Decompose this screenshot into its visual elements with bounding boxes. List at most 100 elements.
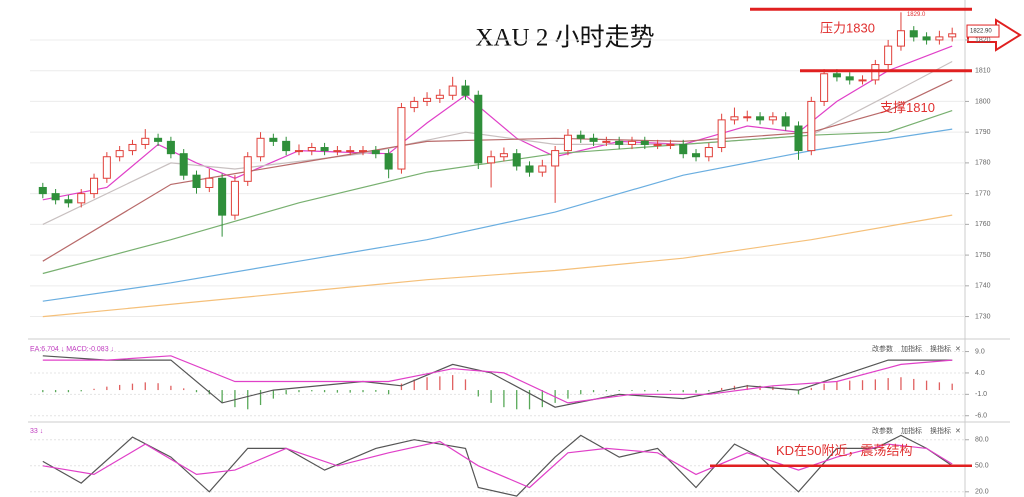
indicator-line xyxy=(42,214,953,318)
candle-body xyxy=(435,94,444,99)
candle-body xyxy=(640,140,649,145)
indicator-line xyxy=(42,355,953,408)
candle-body xyxy=(128,143,137,152)
candle-body xyxy=(102,156,111,179)
candle-body xyxy=(935,36,944,41)
indicator-line xyxy=(42,79,953,262)
candle-body xyxy=(832,73,841,78)
candle-body xyxy=(90,177,99,195)
y-tick-label: 80.0 xyxy=(975,437,989,444)
indicator-line xyxy=(42,60,953,225)
candle-body xyxy=(358,150,368,153)
candle-body xyxy=(397,107,406,170)
candle-body xyxy=(756,116,765,121)
candle-body xyxy=(64,199,73,204)
candle-body xyxy=(627,140,637,145)
candle-body xyxy=(525,165,534,173)
candle-body xyxy=(858,79,867,82)
y-tick-label: 1800 xyxy=(975,98,991,105)
candle-body xyxy=(871,64,880,81)
y-tick-label: 1810 xyxy=(975,68,991,75)
candle-body xyxy=(154,137,163,142)
y-tick-label: 50.0 xyxy=(975,463,989,470)
candle-body xyxy=(384,153,393,170)
candle-body xyxy=(461,85,470,96)
candle-body xyxy=(615,140,624,145)
candle-body xyxy=(38,186,47,195)
candle-body xyxy=(51,193,60,201)
indicator-button[interactable]: 加指标 xyxy=(901,426,922,435)
candle-body xyxy=(423,97,432,102)
y-tick-label: 4.0 xyxy=(975,370,985,377)
level-label: 支撑1810 xyxy=(880,100,935,115)
y-tick-label: -1.0 xyxy=(975,391,987,398)
indicator-button[interactable]: ✕ xyxy=(955,346,961,353)
candle-body xyxy=(948,33,957,38)
candle-body xyxy=(807,100,816,152)
candle-body xyxy=(602,140,611,143)
indicator-button[interactable]: 改参数 xyxy=(872,344,893,353)
candle-body xyxy=(294,150,303,153)
candle-body xyxy=(218,177,227,216)
candle-body xyxy=(563,134,572,152)
indicator-button[interactable]: 换指标 xyxy=(930,426,951,435)
candle-body xyxy=(410,100,419,109)
candle-body xyxy=(717,119,726,149)
candle-body xyxy=(448,85,457,96)
y-tick-label: 1760 xyxy=(975,221,991,228)
candle-body xyxy=(551,150,560,167)
candle-body xyxy=(820,73,829,102)
candle-body xyxy=(256,137,265,158)
candle-body xyxy=(589,137,598,142)
candle-body xyxy=(192,174,201,188)
indicator-line xyxy=(42,440,953,489)
y-tick-label: -6.0 xyxy=(975,413,987,420)
candle-body xyxy=(282,140,291,152)
candle-body xyxy=(230,180,239,216)
last-price-box xyxy=(966,24,1000,38)
candle-body xyxy=(768,116,777,121)
candle-body xyxy=(243,156,252,182)
candle-body xyxy=(692,153,701,158)
candle-body xyxy=(538,165,547,173)
indicator-button[interactable]: 改参数 xyxy=(872,426,893,435)
candle-body xyxy=(320,147,329,152)
candle-body xyxy=(346,150,355,153)
indicator-button[interactable]: 加指标 xyxy=(901,344,922,353)
candle-body xyxy=(166,140,175,155)
candle-body xyxy=(730,116,739,121)
candle-body xyxy=(499,153,508,158)
candle-body xyxy=(77,193,86,204)
y-tick-label: 1820 xyxy=(975,37,991,44)
peak-label: 1829.0 xyxy=(907,12,926,18)
candle-body xyxy=(794,125,803,152)
chart-title: XAU 2 小时走势 xyxy=(475,24,654,52)
y-tick-label: 20.0 xyxy=(975,489,989,496)
candle-body xyxy=(704,147,713,158)
candle-body xyxy=(205,177,214,188)
indicator-line xyxy=(42,45,953,201)
level-label: KD在50附近，震荡结构 xyxy=(776,443,913,458)
candle-body xyxy=(141,137,150,145)
level-label: 压力1830 xyxy=(820,21,875,36)
candle-body xyxy=(845,76,854,81)
candle-body xyxy=(653,143,662,146)
candle-body xyxy=(743,116,752,119)
y-tick-label: 9.0 xyxy=(975,348,985,355)
y-tick-label: 1730 xyxy=(975,313,991,320)
candle-body xyxy=(512,153,521,167)
indicator-button[interactable]: ✕ xyxy=(955,428,961,435)
indicator-header: EA:6.704 ↓ MACD:-0.083 ↓ xyxy=(30,346,114,353)
candle-body xyxy=(371,150,380,155)
candle-body xyxy=(307,147,316,152)
candle-body xyxy=(679,143,688,155)
candle-body xyxy=(269,137,278,142)
candle-body xyxy=(179,153,188,176)
indicator-line xyxy=(42,355,953,404)
last-price: 1822.90 xyxy=(970,29,992,35)
y-tick-label: 1780 xyxy=(975,160,991,167)
candle-body xyxy=(487,156,496,164)
indicator-button[interactable]: 换指标 xyxy=(930,344,951,353)
